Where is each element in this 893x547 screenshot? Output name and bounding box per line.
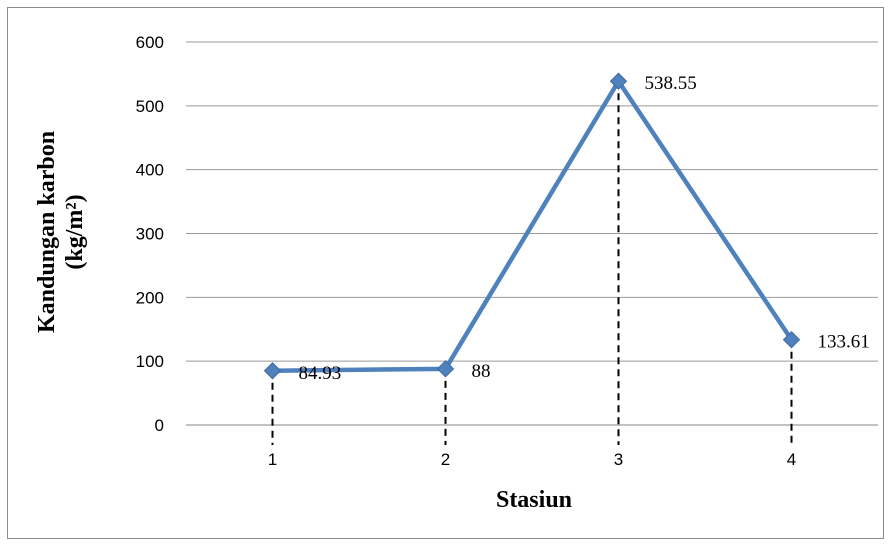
y-tick-label: 300 [136,225,164,244]
y-tick-label: 600 [136,33,164,52]
y-axis-title-line-1: Kandungan karbon [34,131,60,333]
x-tick-label: 4 [787,450,796,469]
drop-lines [271,81,793,445]
x-tick-label: 1 [268,450,277,469]
data-label: 88 [472,361,491,382]
chart-area [7,7,884,539]
x-axis-tick-labels: 1 2 3 4 [268,450,796,469]
y-axis-title-line-2: (kg/m²) [62,194,88,269]
data-point [263,362,282,380]
x-axis-title: Stasiun [496,487,572,513]
data-point [782,331,801,349]
y-tick-label: 400 [136,161,164,180]
data-labels: 84.93 88 538.55 133.61 [299,73,870,384]
y-tick-label: 200 [136,288,164,307]
data-label: 538.55 [645,73,697,94]
y-tick-label: 500 [136,97,164,116]
data-point [436,360,455,378]
series-line [270,78,794,374]
series-line-group [270,78,794,374]
x-tick-label: 3 [614,450,623,469]
x-tick-label: 2 [441,450,450,469]
y-tick-label: 0 [155,416,164,435]
data-label: 133.61 [818,332,870,353]
data-label: 84.93 [299,363,342,384]
data-markers [263,72,801,380]
y-tick-label: 100 [136,352,164,371]
y-axis-title: Kandungan karbon (kg/m²) [34,131,88,333]
gridlines [186,41,878,426]
y-axis-tick-labels: 0 100 200 300 400 500 600 [136,33,164,435]
data-point [609,72,628,90]
